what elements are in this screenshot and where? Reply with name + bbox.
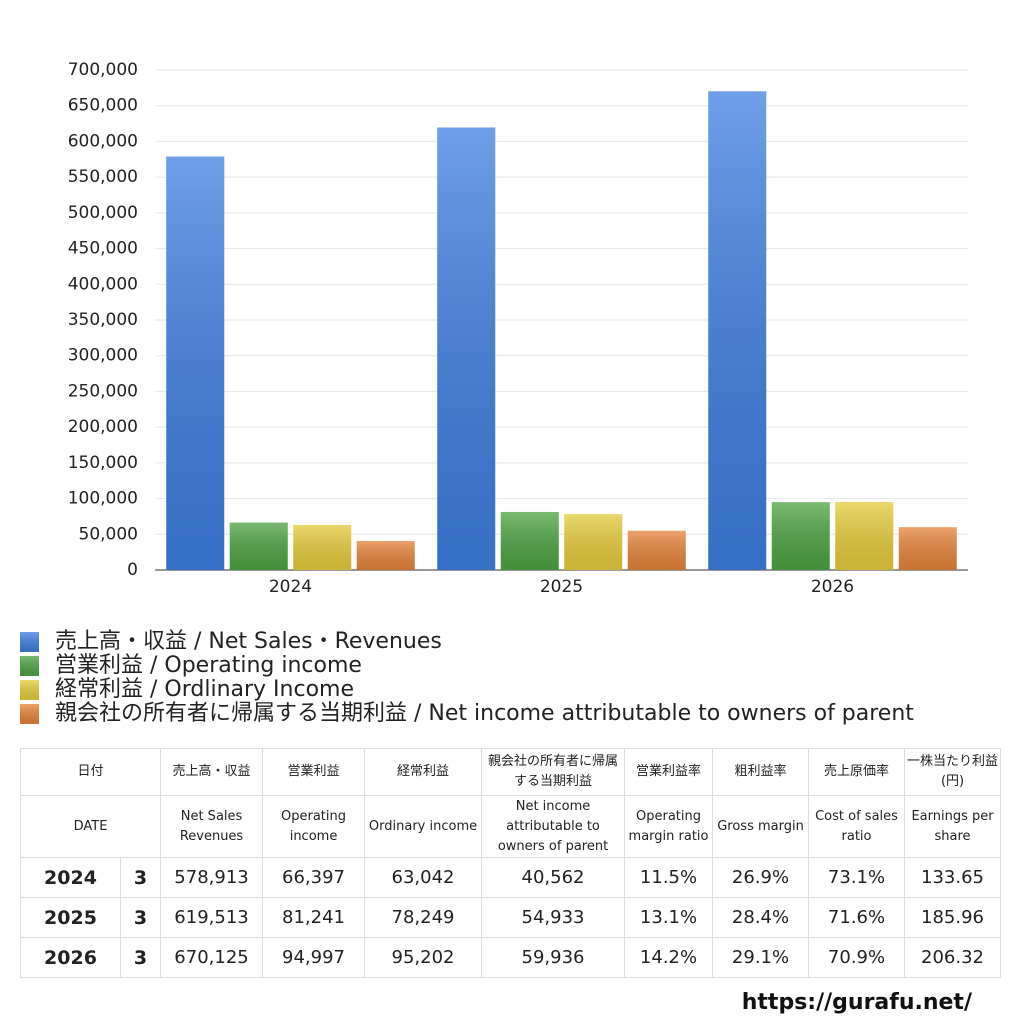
y-tick-label: 700,000 — [68, 60, 138, 80]
table-cell: 2025 — [20, 897, 121, 938]
table-cell: 73.1% — [808, 857, 906, 898]
table-cell: 133.65 — [904, 857, 1002, 898]
header-cell: 営業利益 — [262, 748, 366, 796]
table-cell: 619,513 — [160, 897, 264, 938]
table-cell: 95,202 — [364, 937, 483, 978]
header-cell: Earnings per share — [904, 795, 1002, 858]
bar-shade — [898, 527, 957, 570]
table-cell: 3 — [119, 937, 162, 978]
header-cell: 経常利益 — [364, 748, 483, 796]
y-tick-label: 200,000 — [68, 417, 138, 437]
y-tick-label: 650,000 — [68, 96, 138, 116]
legend-swatch-shade — [20, 632, 39, 652]
table-cell: 206.32 — [904, 937, 1002, 978]
table-cell: 2024 — [20, 857, 121, 898]
y-tick-label: 150,000 — [68, 453, 138, 473]
chart: 0 50,000 100,000 150,000 200,000 250,000 300,0… — [20, 60, 968, 726]
header-cell: 日付 — [19, 748, 162, 796]
bar-shade — [229, 522, 288, 570]
y-tick-label: 50,000 — [79, 524, 138, 544]
bar-shade — [293, 524, 352, 570]
bar-shade — [708, 91, 767, 570]
table-cell: 71.6% — [808, 897, 906, 938]
table-cell: 81,241 — [262, 897, 366, 938]
header-cell: 売上高・収益 — [160, 748, 264, 796]
table-cell: 66,397 — [262, 857, 366, 898]
y-tick-label: 350,000 — [68, 310, 138, 330]
footer-url: https://gurafu.net/ — [741, 990, 972, 1015]
header-cell: 売上原価率 — [808, 748, 906, 796]
table-cell: 670,125 — [160, 937, 264, 978]
table-cell: 13.1% — [624, 897, 714, 938]
bar-shade — [166, 156, 225, 570]
header-cell: Cost of sales ratio — [808, 795, 906, 858]
legend-label: 経常利益 / Ordlinary Income — [55, 677, 354, 702]
header-cell: 営業利益率 — [624, 748, 714, 796]
table-cell: 14.2% — [624, 937, 714, 978]
table-cell: 185.96 — [904, 897, 1002, 938]
header-cell: Net income attributable to owners of par… — [481, 795, 626, 858]
y-tick-label: 450,000 — [68, 239, 138, 259]
data-table: 日付 売上高・収益 営業利益 経常利益 親会社の所有者に帰属する当期利益 営業利益率 粗利益… — [19, 748, 1002, 978]
y-tick-label: 0 — [127, 560, 138, 580]
bar-shade — [771, 502, 830, 570]
table-cell: 59,936 — [481, 937, 626, 978]
table-cell: 11.5% — [624, 857, 714, 898]
table-cell: 3 — [119, 897, 162, 938]
header-cell: 粗利益率 — [712, 748, 810, 796]
table-cell: 78,249 — [364, 897, 483, 938]
header-cell: 親会社の所有者に帰属する当期利益 — [481, 748, 626, 796]
header-cell: Operating margin ratio — [624, 795, 714, 858]
header-cell: Operating income — [262, 795, 366, 858]
legend-label: 親会社の所有者に帰属する当期利益 / Net income attributab… — [55, 701, 914, 726]
header-cell: DATE — [19, 795, 162, 858]
header-cell: Gross margin — [712, 795, 810, 858]
table-cell: 29.1% — [712, 937, 810, 978]
legend-swatch-shade — [20, 680, 39, 700]
bar-shade — [627, 530, 686, 570]
table-cell: 578,913 — [160, 857, 264, 898]
y-tick-label: 600,000 — [68, 131, 138, 151]
x-tick-label: 2026 — [811, 577, 854, 597]
y-tick-label: 400,000 — [68, 274, 138, 294]
table-cell: 94,997 — [262, 937, 366, 978]
bar-shade — [835, 501, 894, 570]
y-tick-label: 250,000 — [68, 381, 138, 401]
y-tick-label: 500,000 — [68, 203, 138, 223]
y-tick-label: 100,000 — [68, 489, 138, 509]
table-cell: 2026 — [20, 937, 121, 978]
header-cell: Ordinary income — [364, 795, 483, 858]
table-cell: 63,042 — [364, 857, 483, 898]
bar-shade — [564, 514, 623, 570]
y-tick-label: 550,000 — [68, 167, 138, 187]
legend-label: 売上高・収益 / Net Sales・Revenues — [55, 629, 442, 654]
y-tick-label: 300,000 — [68, 346, 138, 366]
bar-shade — [356, 541, 415, 570]
table-cell: 70.9% — [808, 937, 906, 978]
legend-swatch-shade — [20, 704, 39, 724]
legend-label: 営業利益 / Operating income — [55, 653, 362, 678]
table-cell: 3 — [119, 857, 162, 898]
x-tick-label: 2025 — [540, 577, 583, 597]
table-cell: 26.9% — [712, 857, 810, 898]
bar-shade — [437, 127, 496, 570]
x-tick-label: 2024 — [269, 577, 312, 597]
header-cell: 一株当たり利益(円) — [904, 748, 1002, 796]
table-cell: 54,933 — [481, 897, 626, 938]
table-cell: 40,562 — [481, 857, 626, 898]
header-cell: Net Sales Revenues — [160, 795, 264, 858]
legend-swatch-shade — [20, 656, 39, 676]
table-cell: 28.4% — [712, 897, 810, 938]
bar-shade — [500, 511, 559, 570]
